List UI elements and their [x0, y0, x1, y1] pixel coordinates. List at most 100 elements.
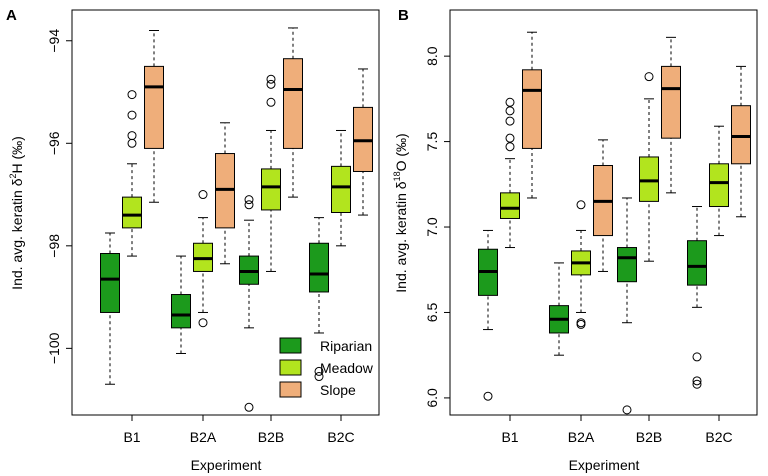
panel-b-b2c-riparian-iqr [687, 240, 707, 286]
panel-b-xtick-label-b2b: B2B [636, 429, 662, 445]
panel-a-b2c-meadow-iqr [331, 165, 351, 214]
panel-a-b2c-meadow-box [331, 129, 351, 247]
panel-a-b2b-riparian-outlier-0 [244, 402, 254, 412]
panel-b-b1-meadow-outlier-3 [505, 106, 515, 116]
panel-a-b2b-riparian-outlier-2 [244, 195, 254, 205]
panel-b-b2c-meadow-box [709, 125, 729, 237]
panel-a-b1-riparian-box [100, 232, 120, 385]
panel-a-b2b-meadow-outlier-0 [266, 97, 276, 107]
panel-a-xtick-label-b2a: B2A [190, 429, 217, 445]
panel-a-b1-meadow-outlier-0 [127, 138, 137, 148]
panel-a-b2b-meadow-outlier-2 [266, 74, 276, 84]
legend-swatch-slope [279, 381, 302, 398]
panel-a-b2a-meadow-box [193, 190, 213, 328]
panel-a-b1-meadow-box [122, 90, 142, 257]
panel-b-b2a-meadow-outlier-1 [576, 318, 586, 328]
panel-b-ytick-label-1: 6.5 [424, 303, 440, 323]
panel-a-ylabel-sup: 2 [8, 174, 18, 179]
panel-a-b1-riparian-iqr [100, 253, 120, 313]
panel-a-b2c-slope-box [353, 68, 373, 216]
panel-a-b2a-meadow-outlier-1 [198, 190, 208, 200]
panel-a-b2a-slope-box [215, 122, 235, 265]
panel-b-b1-meadow-box [500, 97, 520, 249]
panel-a-b2b-meadow-outlier-1 [266, 79, 276, 89]
panel-b-b2a-meadow-outlier-0 [576, 319, 586, 329]
panel-b-b2a-riparian-box [549, 262, 569, 356]
panel-b: B 6.0 6.5 7.0 7.5 8.0 B1 B2A B2B B2C Experiment… [392, 7, 758, 473]
legend-swatch-meadow [279, 359, 302, 376]
panel-b-ylabel-sup: 18 [392, 171, 402, 181]
panel-a-x-axis: B1 B2A B2B B2C [123, 415, 355, 445]
panel-a: A −100 −98 −96 −94 B1 B2A B2B B2C Experiment I… [6, 7, 380, 473]
panel-a-xtick-label-b1: B1 [123, 429, 140, 445]
panel-a-ytick-label-1: −98 [46, 234, 62, 258]
panel-a-ytick-label-3: −94 [46, 29, 62, 53]
legend: Riparian Meadow Slope [279, 337, 374, 398]
panel-a-b2a-riparian-iqr [171, 294, 191, 329]
panel-a-b1-meadow-outlier-3 [127, 90, 137, 100]
panel-a-y-axis-title: Ind. avg. keratin δ2H (‰) [8, 136, 25, 290]
panel-b-ytick-label-0: 6.0 [424, 388, 440, 408]
panel-b-ytick-label-4: 8.0 [424, 46, 440, 66]
panel-b-b1-meadow-outlier-0 [505, 142, 515, 152]
panel-a-b2c-riparian-outlier-1 [314, 372, 324, 382]
panel-a-b1-meadow-outlier-2 [127, 110, 137, 120]
panel-b-b2b-riparian-box [617, 197, 637, 415]
panel-b-ylabel-prefix: Ind. avg. keratin δ [393, 181, 409, 293]
panel-b-b2c-slope-iqr [731, 105, 751, 165]
panel-b-b1-meadow-outlier-2 [505, 116, 515, 126]
panel-a-ylabel-suffix: H (‰) [9, 136, 25, 173]
panel-a-b1-slope-iqr [144, 65, 164, 149]
panel-a-b1-meadow-outlier-1 [127, 131, 137, 141]
panel-a-b2a-meadow-outlier-0 [198, 318, 208, 328]
legend-swatch-riparian [279, 337, 302, 354]
panel-b-b2a-slope-box [593, 139, 613, 272]
panel-a-b2b-meadow-box [261, 74, 281, 272]
panel-a-ytick-label-0: −100 [46, 332, 62, 364]
panel-b-b2a-meadow-box [571, 200, 591, 329]
panel-b-xtick-label-b1: B1 [501, 429, 518, 445]
panel-b-b2b-riparian-iqr [617, 247, 637, 283]
panel-b-b2b-meadow-iqr [639, 156, 659, 202]
legend-label-meadow: Meadow [320, 360, 374, 376]
panel-b-b2c-riparian-outlier-0 [692, 352, 702, 362]
panel-a-x-axis-title: Experiment [191, 457, 262, 473]
panel-b-boxes [478, 31, 751, 415]
panel-b-x-axis: B1 B2A B2B B2C [501, 415, 733, 445]
panel-b-y-axis-title: Ind. avg. keratin δ18O (‰) [392, 133, 409, 292]
panel-b-b2c-riparian-outlier-2 [692, 379, 702, 389]
panel-b-b1-riparian-box [478, 229, 498, 401]
panel-a-ylabel-prefix: Ind. avg. keratin δ [9, 178, 25, 290]
panel-b-b1-slope-iqr [522, 69, 542, 149]
panel-a-b2c-riparian-iqr [309, 242, 329, 293]
panel-b-plot-frame [449, 9, 758, 416]
panel-a-b2c-riparian-box [309, 217, 329, 382]
panel-a-letter: A [6, 7, 17, 24]
panel-b-x-axis-title: Experiment [569, 457, 640, 473]
panel-b-b2b-slope-iqr [661, 65, 681, 139]
panel-a-plot-frame [71, 9, 380, 416]
panel-b-ytick-label-3: 7.5 [424, 132, 440, 152]
panel-b-b2b-meadow-outlier-0 [644, 72, 654, 82]
panel-b-b1-meadow-iqr [500, 192, 520, 219]
panel-a-b1-slope-box [144, 30, 164, 203]
panel-a-b2b-riparian-box [239, 195, 259, 412]
panel-a-b2b-riparian-outlier-1 [244, 200, 254, 210]
panel-a-b2c-riparian-outlier-0 [314, 366, 324, 376]
panel-b-b1-meadow-outlier-1 [505, 133, 515, 143]
panel-a-boxes [100, 27, 373, 412]
panel-a-b2b-slope-iqr [283, 58, 303, 149]
panel-b-b2b-meadow-box [639, 72, 659, 262]
panel-b-b2b-slope-box [661, 36, 681, 194]
panel-b-y-axis: 6.0 6.5 7.0 7.5 8.0 [424, 46, 450, 408]
panel-a-y-axis: −100 −98 −96 −94 [46, 29, 72, 364]
panel-b-b2c-meadow-iqr [709, 163, 729, 208]
panel-a-b2b-slope-box [283, 27, 303, 198]
panel-b-b2c-slope-box [731, 65, 751, 218]
panel-a-xtick-label-b2c: B2C [327, 429, 354, 445]
panel-b-xtick-label-b2a: B2A [568, 429, 595, 445]
panel-a-b1-meadow-iqr [122, 196, 142, 229]
panel-b-b1-meadow-outlier-4 [505, 97, 515, 107]
panel-b-b1-riparian-outlier-0 [483, 391, 493, 401]
